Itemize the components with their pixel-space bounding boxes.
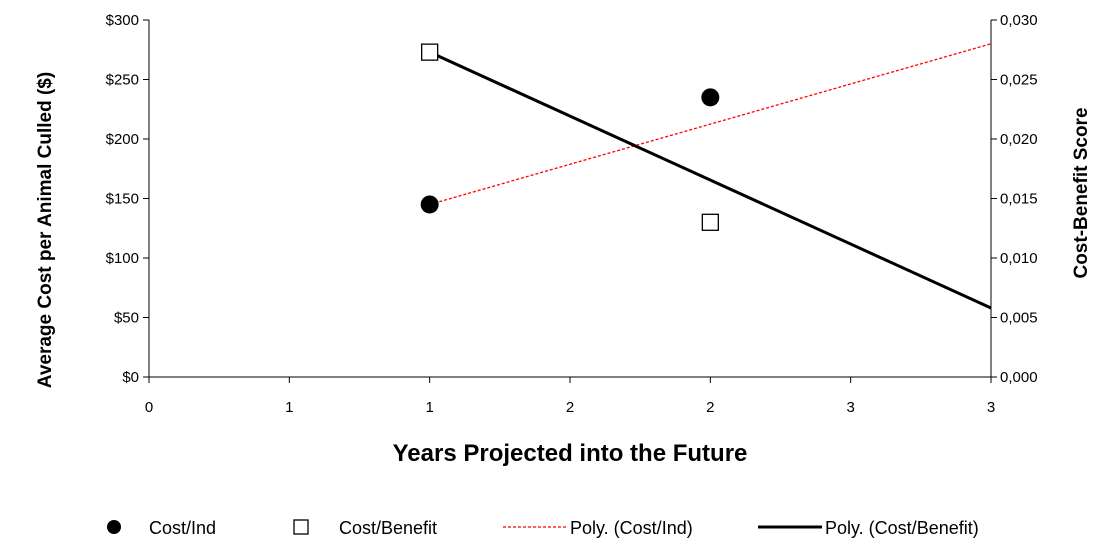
left-y-tick-label: $300: [106, 12, 139, 29]
trendline-cost-ind: [429, 43, 992, 206]
left-y-axis-title: Average Cost per Animal Culled ($): [35, 72, 56, 388]
cost-benefit-point: [701, 213, 719, 231]
legend-cost-benefit-label: Cost/Benefit: [339, 518, 437, 538]
x-tick-label: 2: [706, 399, 714, 416]
legend-cost-benefit-marker: [293, 519, 309, 535]
right-y-tick-label: 0,005: [1000, 310, 1038, 327]
left-y-tick-label: $0: [122, 369, 139, 386]
cost-benefit-point: [421, 43, 439, 61]
right-y-axis-title: Cost-Benefit Score: [1071, 107, 1092, 278]
left-y-tick-label: $150: [106, 191, 139, 208]
right-y-tick-label: 0,000: [1000, 369, 1038, 386]
trendline-cost-benefit: [429, 50, 992, 310]
left-y-tick-label: $100: [106, 250, 139, 267]
left-y-tick-label: $200: [106, 131, 139, 148]
right-y-tick-label: 0,030: [1000, 12, 1038, 29]
x-tick-label: 0: [145, 399, 153, 416]
left-y-tick-label: $50: [114, 310, 139, 327]
right-y-tick-label: 0,020: [1000, 131, 1038, 148]
left-y-tick-label: $250: [106, 72, 139, 89]
x-axis-title: Years Projected into the Future: [393, 440, 748, 467]
legend-poly-cost-benefit-label: Poly. (Cost/Benefit): [825, 518, 979, 538]
x-tick-label: 2: [566, 399, 574, 416]
cost-ind-point: [420, 195, 439, 214]
legend-cost-ind-label: Cost/Ind: [149, 518, 216, 538]
x-tick-label: 3: [846, 399, 854, 416]
cost-ind-point: [701, 88, 720, 107]
legend-poly-cost-ind-label: Poly. (Cost/Ind): [570, 518, 693, 538]
x-tick-label: 3: [987, 399, 995, 416]
right-y-tick-label: 0,015: [1000, 191, 1038, 208]
legend-cost-ind-marker: [107, 520, 121, 534]
x-tick-label: 1: [285, 399, 293, 416]
x-tick-label: 1: [425, 399, 433, 416]
right-y-tick-label: 0,010: [1000, 250, 1038, 267]
right-y-tick-label: 0,025: [1000, 72, 1038, 89]
